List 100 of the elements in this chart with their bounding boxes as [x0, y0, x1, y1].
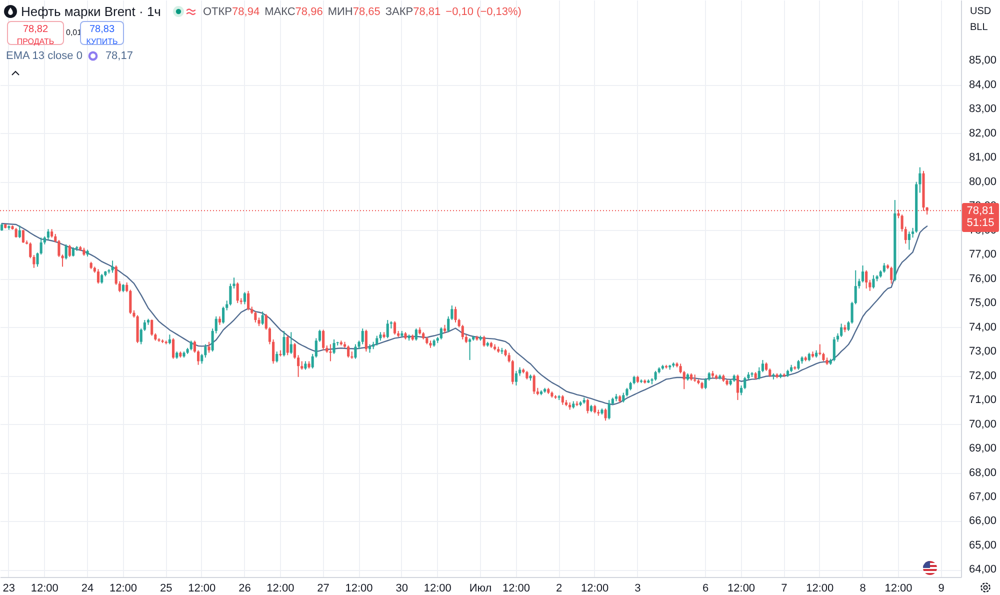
candlestick: [22, 229, 25, 244]
x-tick-label: 26: [238, 582, 251, 594]
y-tick-label: 70,00: [969, 418, 997, 430]
annotation: 78,17: [105, 50, 133, 62]
x-tick-label: 12:00: [728, 582, 756, 594]
candlestick: [14, 227, 18, 238]
y-tick-label: 72,00: [969, 370, 997, 382]
annotation: 0,01: [66, 28, 82, 37]
y-tick-label: 83,00: [969, 103, 997, 116]
candlestick: [832, 336, 836, 362]
y-tick-label: 73,00: [969, 346, 997, 358]
x-tick-label: 8: [860, 582, 866, 594]
candlestick: [247, 290, 250, 311]
x-tick-label: 12:00: [188, 582, 216, 594]
y-tick-label: 75,00: [969, 297, 997, 310]
candlestick: [150, 319, 154, 336]
candlestick: [282, 330, 286, 357]
candlestick: [532, 374, 536, 394]
annotation: 78,96: [295, 6, 323, 18]
candlestick: [286, 335, 289, 356]
text: EMA 13 close 0: [6, 50, 82, 62]
candlestick: [386, 320, 389, 339]
x-tick-label: 6: [702, 582, 709, 594]
x-tick-label: 23: [2, 582, 16, 594]
x-tick-label: 3: [634, 582, 641, 594]
y-tick-label: 77,00: [969, 248, 997, 261]
candlestick: [354, 344, 357, 360]
candlestick: [908, 231, 910, 250]
candlestick: [46, 228, 50, 241]
y-tick-label: 80,00: [969, 176, 997, 188]
y-tick-label: 74,00: [969, 321, 997, 334]
candlestick: [682, 370, 686, 390]
x-tick-label: 12:00: [109, 582, 138, 594]
annotation: 78,94: [232, 6, 260, 18]
candlestick: [18, 224, 21, 239]
candlestick: [364, 329, 368, 352]
candlestick: [190, 340, 192, 351]
candlestick: [261, 311, 264, 326]
sell-button: 78,82 ПРОДАТЬ: [7, 21, 64, 45]
y-tick-label: 81,00: [969, 152, 997, 164]
candlestick: [111, 260, 114, 274]
candlestick: [414, 328, 418, 342]
candlestick: [68, 244, 71, 258]
x-tick-label: 12:00: [345, 582, 373, 594]
candlestick: [361, 328, 364, 345]
annotation: ЗАКР: [385, 6, 414, 18]
text: BLL: [970, 22, 988, 33]
y-tick-label: 71,00: [969, 394, 997, 406]
candlestick: [608, 400, 610, 420]
candlestick: [243, 292, 246, 305]
candlestick: [861, 264, 864, 283]
candlestick: [376, 335, 378, 346]
x-tick-label: 12:00: [884, 582, 912, 594]
candlestick: [586, 398, 589, 414]
y-tick-label: 85,00: [969, 54, 997, 67]
buy-button: 78,83 КУПИТЬ: [80, 21, 124, 45]
candlestick: [393, 320, 396, 336]
annotation: КУПИТЬ: [85, 37, 119, 46]
x-tick-label: Июл: [469, 582, 492, 594]
candlestick: [276, 351, 278, 363]
annotation: МИН: [328, 6, 353, 18]
candlestick: [890, 266, 893, 284]
candlestick: [865, 270, 868, 289]
y-tick-label: 69,00: [969, 442, 997, 455]
x-tick-label: 12:00: [581, 582, 609, 594]
candlestick: [322, 329, 325, 351]
annotation: 78,82: [22, 24, 50, 35]
candlestick: [208, 341, 210, 354]
y-tick-label: 76,00: [969, 272, 997, 285]
candlestick: [347, 344, 350, 358]
candlestick: [193, 340, 196, 354]
candlestick: [272, 338, 275, 364]
candlestick: [604, 408, 607, 422]
candlestick: [172, 338, 175, 360]
candlestick: [818, 344, 822, 356]
x-tick-label: 12:00: [502, 582, 530, 594]
candlestick: [100, 273, 104, 284]
y-tick-label: 64,00: [969, 564, 997, 576]
annotation: 78,81: [413, 6, 441, 18]
candlestick: [797, 360, 800, 370]
candlestick: [222, 306, 225, 324]
x-tick-label: 2: [556, 582, 562, 594]
annotation: ОТКР: [203, 6, 232, 18]
annotation: ПРОДАТЬ: [16, 37, 56, 46]
ref-line-label: 78,81: [966, 204, 996, 217]
candlestick: [440, 326, 442, 340]
candlestick: [332, 338, 336, 354]
y-tick-label: 66,00: [969, 515, 997, 528]
x-tick-label: 24: [81, 582, 94, 594]
candlestick: [840, 323, 843, 338]
x-tick-label: 12:00: [424, 582, 452, 594]
candlestick: [736, 374, 740, 401]
x-tick-label: 12:00: [806, 582, 834, 594]
candlestick: [297, 354, 300, 378]
x-tick-label: 25: [160, 582, 172, 594]
annotation: МАКС: [264, 6, 296, 18]
x-tick-label: 27: [317, 582, 330, 594]
y-tick-label: 84,00: [969, 78, 997, 91]
candlestick: [293, 342, 296, 360]
candlestick: [196, 350, 200, 366]
